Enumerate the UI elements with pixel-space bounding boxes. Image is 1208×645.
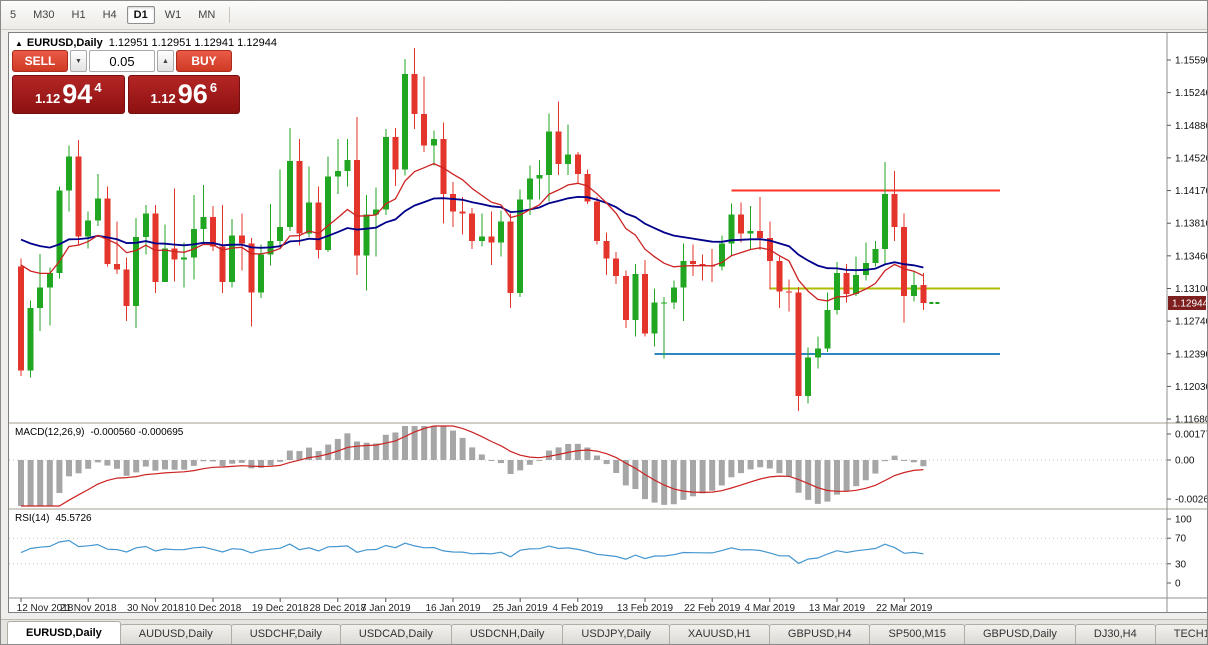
timeframe-button-h1[interactable]: H1	[65, 6, 93, 24]
svg-text:1.12944: 1.12944	[1172, 298, 1207, 309]
svg-text:30: 30	[1175, 559, 1187, 570]
svg-text:19 Dec 2018: 19 Dec 2018	[252, 603, 309, 612]
svg-text:1.14880: 1.14880	[1175, 121, 1207, 132]
timeframe-button-5[interactable]: 5	[3, 6, 23, 24]
chart-canvas[interactable]: 0.00177 0.00 -0.00266 100 70 30 0 1.15590 1.1524…	[9, 33, 1207, 612]
candles-layer	[18, 48, 927, 411]
buy-price-pip: 6	[209, 80, 218, 95]
tab-gbpusd-h4[interactable]: GBPUSD,H4	[768, 624, 871, 644]
rsi-name: RSI(14)	[15, 513, 50, 524]
svg-text:22 Feb 2019: 22 Feb 2019	[684, 603, 741, 612]
macd-values: -0.000560 -0.000695	[90, 427, 184, 438]
svg-text:1.12740: 1.12740	[1175, 317, 1207, 328]
svg-text:0.00177: 0.00177	[1175, 430, 1207, 441]
svg-text:25 Jan 2019: 25 Jan 2019	[493, 603, 548, 612]
chart-ohlc-quote: 1.12951 1.12951 1.12941 1.12944	[108, 37, 277, 49]
timeframe-button-h4[interactable]: H4	[96, 6, 124, 24]
svg-text:100: 100	[1175, 515, 1192, 526]
tab-audusd-daily[interactable]: AUDUSD,Daily	[119, 624, 232, 644]
tab-sp500-m15[interactable]: SP500,M15	[869, 624, 965, 644]
hlines-layer	[654, 189, 1001, 355]
sell-price-pip: 4	[94, 80, 102, 95]
svg-text:7 Jan 2019: 7 Jan 2019	[361, 603, 411, 612]
tab-usdchf-daily[interactable]: USDCHF,Daily	[230, 624, 341, 644]
sell-price-button[interactable]: 1.12 94 4	[12, 75, 125, 114]
timeframe-button-d1[interactable]: D1	[126, 6, 155, 24]
current-price-tag	[1168, 295, 1206, 310]
ma-layer	[20, 162, 941, 304]
svg-text:1.15590: 1.15590	[1175, 56, 1207, 67]
rsi-values: 45.5726	[55, 513, 92, 524]
oneclick-collapse-icon[interactable]: ▲	[15, 39, 23, 48]
chart-symbol-label: EURUSD,Daily	[26, 37, 103, 49]
svg-text:4 Feb 2019: 4 Feb 2019	[552, 603, 603, 612]
svg-text:1.14520: 1.14520	[1175, 153, 1207, 164]
svg-text:1.13460: 1.13460	[1175, 251, 1207, 262]
macd-name: MACD(12,26,9)	[15, 427, 85, 438]
svg-text:10 Dec 2018: 10 Dec 2018	[185, 603, 242, 612]
timeframe-button-mn[interactable]: MN	[191, 6, 222, 24]
svg-text:-0.00266: -0.00266	[1175, 495, 1207, 506]
sell-price-prefix: 1.12	[34, 90, 61, 106]
tab-eurusd-daily[interactable]: EURUSD,Daily	[7, 621, 121, 644]
timeframe-toolbar: 5 M30 H1 H4 D1 W1 MN	[1, 1, 1207, 30]
subwindow-layer: 0.00177 0.00 -0.00266 100 70 30 0	[9, 425, 1207, 590]
tab-tech100-h1[interactable]: TECH100,H1	[1154, 624, 1207, 644]
ma-slow-line	[20, 195, 924, 272]
svg-text:1.12030: 1.12030	[1175, 382, 1207, 393]
buy-price-prefix: 1.12	[150, 90, 176, 106]
svg-text:13 Feb 2019: 13 Feb 2019	[617, 603, 674, 612]
svg-text:4 Mar 2019: 4 Mar 2019	[745, 603, 796, 612]
svg-text:1.14170: 1.14170	[1175, 186, 1207, 197]
svg-text:28 Dec 2018: 28 Dec 2018	[309, 603, 366, 612]
volume-input[interactable]	[89, 50, 155, 72]
chart-tab-bar: EURUSD,Daily AUDUSD,Daily USDCHF,Daily USDC…	[1, 619, 1207, 644]
svg-text:12 Nov 2018: 12 Nov 2018	[17, 603, 74, 612]
svg-text:1.13100: 1.13100	[1175, 284, 1207, 295]
rsi-indicator-label: RSI(14) 45.5726	[15, 513, 92, 524]
svg-text:1.12390: 1.12390	[1175, 349, 1207, 360]
sell-button[interactable]: SELL	[12, 50, 68, 72]
toolbar-separator	[229, 7, 231, 23]
tab-xauusd-h1[interactable]: XAUUSD,H1	[668, 624, 770, 644]
svg-text:0.00: 0.00	[1175, 456, 1195, 467]
tab-gbpusd-daily[interactable]: GBPUSD,Daily	[963, 624, 1076, 644]
chart-header: ▲ EURUSD,Daily 1.12951 1.12951 1.12941 1.1…	[15, 37, 277, 49]
buy-button[interactable]: BUY	[176, 50, 232, 72]
tab-usdcad-daily[interactable]: USDCAD,Daily	[339, 624, 452, 644]
one-click-trading-panel: SELL ▼ ▲ BUY 1.12 94 4 1.12 96 6	[12, 50, 240, 114]
svg-text:22 Mar 2019: 22 Mar 2019	[876, 603, 933, 612]
ma-fast-line	[20, 162, 924, 302]
svg-text:16 Jan 2019: 16 Jan 2019	[425, 603, 480, 612]
timeframe-button-m30[interactable]: M30	[26, 6, 61, 24]
svg-text:1.15240: 1.15240	[1175, 88, 1207, 99]
volume-down-button[interactable]: ▼	[70, 50, 87, 72]
svg-text:1.11680: 1.11680	[1175, 415, 1207, 426]
timeframe-button-w1[interactable]: W1	[158, 6, 189, 24]
svg-text:30 Nov 2018: 30 Nov 2018	[127, 603, 184, 612]
chart-area: 0.00177 0.00 -0.00266 100 70 30 0 1.15590 1.1524…	[8, 32, 1207, 613]
grid-layer	[9, 33, 1207, 612]
macd-indicator-label: MACD(12,26,9) -0.000560 -0.000695	[15, 427, 183, 438]
price-scale: 1.15590 1.15240 1.14880 1.14520 1.14170 1.138…	[1167, 56, 1207, 426]
svg-text:0: 0	[1175, 579, 1181, 590]
rsi-line	[20, 539, 924, 565]
svg-text:21 Nov 2018: 21 Nov 2018	[60, 603, 117, 612]
buy-price-button[interactable]: 1.12 96 6	[127, 75, 240, 114]
svg-text:1.13810: 1.13810	[1175, 219, 1207, 230]
sell-price-big: 94	[62, 79, 93, 109]
svg-text:70: 70	[1175, 534, 1187, 545]
buy-price-big: 96	[177, 79, 208, 109]
macd-signal-line	[21, 425, 924, 507]
tab-dj30-h4[interactable]: DJ30,H4	[1074, 624, 1156, 644]
tab-usdcnh-daily[interactable]: USDCNH,Daily	[450, 624, 564, 644]
tab-usdjpy-daily[interactable]: USDJPY,Daily	[562, 624, 670, 644]
volume-up-button[interactable]: ▲	[157, 50, 174, 72]
svg-text:13 Mar 2019: 13 Mar 2019	[809, 603, 866, 612]
